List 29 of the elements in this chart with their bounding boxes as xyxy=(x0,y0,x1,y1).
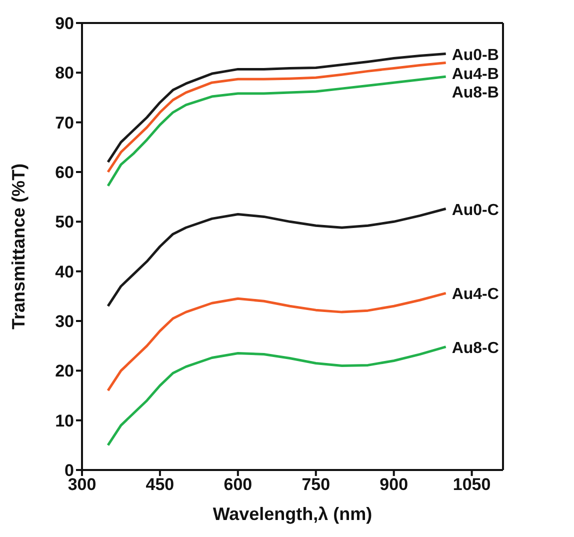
y-tick-label: 80 xyxy=(55,64,74,83)
y-tick-label: 70 xyxy=(55,113,74,132)
y-tick-label: 20 xyxy=(55,362,74,381)
x-tick-label: 600 xyxy=(224,475,252,494)
line-series xyxy=(106,346,448,446)
y-tick-label: 30 xyxy=(55,312,74,332)
line-series xyxy=(106,292,448,392)
line-series xyxy=(106,61,448,174)
y-tick-label: 40 xyxy=(55,262,74,282)
x-tick-label: 300 xyxy=(68,475,96,494)
y-axis-title: Transmittance (%T) xyxy=(8,163,28,330)
x-tick-label: 450 xyxy=(146,475,174,494)
x-tick-label: 750 xyxy=(302,475,330,494)
series-label: Au4-C xyxy=(452,286,500,304)
series-label: Au4-B xyxy=(452,66,499,83)
series-label: Au0-C xyxy=(452,202,500,219)
y-tick-label: 10 xyxy=(55,411,74,430)
series-label: Au0-B xyxy=(452,46,499,64)
x-axis-title: Wavelength,λ (nm) xyxy=(212,504,372,524)
series-label: Au8-C xyxy=(452,340,500,357)
series-label: Au8-B xyxy=(452,84,499,102)
x-tick-label: 1050 xyxy=(452,475,491,494)
y-tick-label: 50 xyxy=(55,212,74,232)
line-series xyxy=(106,208,448,308)
x-tick-label: 900 xyxy=(380,475,408,494)
y-tick-label: 60 xyxy=(55,163,74,182)
line-series xyxy=(106,52,448,164)
y-tick-label: 90 xyxy=(55,14,74,34)
line-series xyxy=(106,75,448,188)
